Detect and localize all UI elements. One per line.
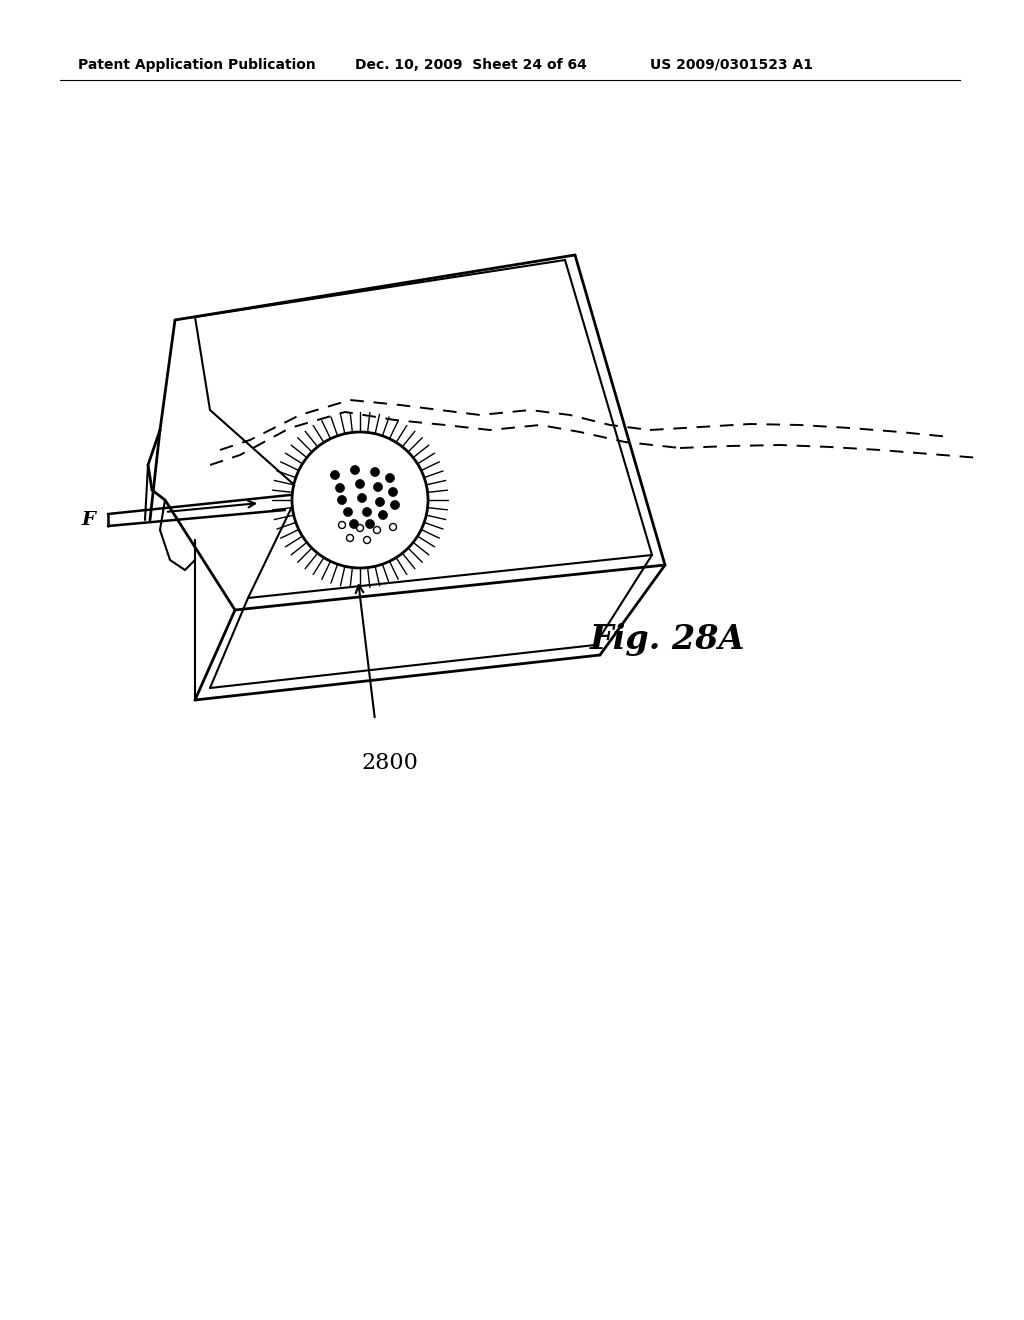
Circle shape xyxy=(390,500,399,510)
Circle shape xyxy=(379,511,387,520)
Text: US 2009/0301523 A1: US 2009/0301523 A1 xyxy=(650,58,813,73)
Circle shape xyxy=(350,466,359,474)
Circle shape xyxy=(362,507,372,516)
Circle shape xyxy=(385,474,394,483)
Circle shape xyxy=(336,483,344,492)
Circle shape xyxy=(292,432,428,568)
Text: Fig. 28A: Fig. 28A xyxy=(590,623,745,656)
Text: F: F xyxy=(81,511,95,529)
Text: Patent Application Publication: Patent Application Publication xyxy=(78,58,315,73)
Circle shape xyxy=(331,470,340,479)
Circle shape xyxy=(374,483,383,491)
Circle shape xyxy=(357,494,367,503)
Circle shape xyxy=(366,520,375,528)
Circle shape xyxy=(371,467,380,477)
Circle shape xyxy=(376,498,384,507)
Text: 2800: 2800 xyxy=(361,752,419,774)
Text: Dec. 10, 2009  Sheet 24 of 64: Dec. 10, 2009 Sheet 24 of 64 xyxy=(355,58,587,73)
Circle shape xyxy=(388,487,397,496)
Circle shape xyxy=(343,507,352,516)
Circle shape xyxy=(338,495,346,504)
Circle shape xyxy=(349,520,358,528)
Circle shape xyxy=(355,479,365,488)
